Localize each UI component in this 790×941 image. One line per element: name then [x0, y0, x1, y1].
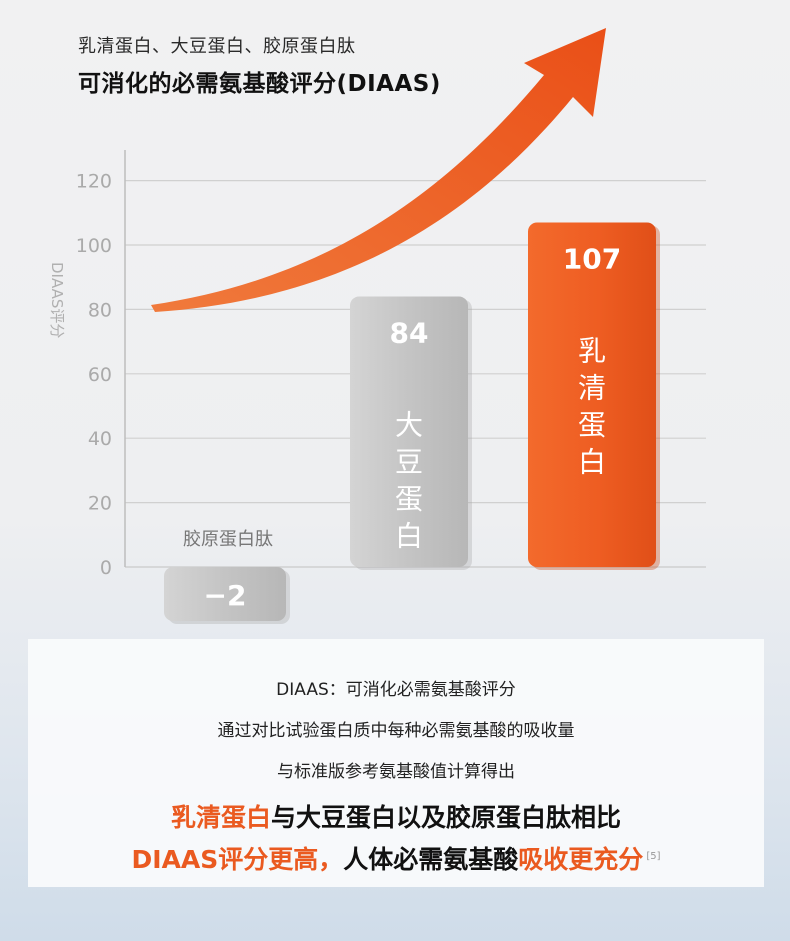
highlight-whey: 乳清蛋白 — [170, 803, 271, 832]
y-axis-label: DIAAS评分 — [48, 262, 66, 338]
explanation-panel: DIAAS：可消化必需氨基酸评分 通过对比试验蛋白质中每种必需氨基酸的吸收量 与… — [28, 639, 764, 887]
highlight-absorb: 吸收更充分 — [518, 845, 644, 874]
y-tick-label: 20 — [88, 493, 112, 515]
highlight-line-2: DIAAS评分更高，人体必需氨基酸吸收更充分 [5] — [28, 840, 764, 876]
y-tick-label: 120 — [76, 171, 112, 193]
trend-arrow-shape — [151, 28, 606, 312]
y-tick-label: 100 — [76, 235, 112, 257]
reference-mark: [5] — [646, 850, 661, 862]
category-label-char: 白 — [578, 445, 606, 478]
value-label: 107 — [563, 242, 621, 275]
highlight-line-1: 乳清蛋白与大豆蛋白以及胶原蛋白肽相比 — [28, 798, 764, 834]
chart-subtitle: 乳清蛋白、大豆蛋白、胶原蛋白肽 — [78, 36, 356, 57]
y-tick-label: 40 — [88, 428, 112, 450]
y-tick-label: 60 — [88, 364, 112, 386]
y-tick-label: 80 — [88, 299, 112, 321]
value-label: 84 — [390, 317, 429, 350]
highlight-diaas-higher: DIAAS评分更高， — [131, 845, 344, 874]
category-label-char: 清 — [578, 371, 606, 404]
category-label: 胶原蛋白肽 — [183, 529, 273, 550]
bar-乳清蛋白 — [528, 222, 656, 567]
bar-胶原蛋白肽 — [164, 567, 286, 621]
y-tick-label: 0 — [100, 557, 112, 579]
value-label: −2 — [204, 579, 247, 612]
category-label-char: 豆 — [395, 446, 423, 479]
header: 乳清蛋白、大豆蛋白、胶原蛋白肽 可消化的必需氨基酸评分(DIAAS) — [78, 32, 441, 98]
highlight-essential-aa: 人体必需氨基酸 — [343, 845, 519, 874]
chart-title: 可消化的必需氨基酸评分(DIAAS) — [78, 71, 441, 97]
category-label-char: 乳 — [578, 334, 606, 367]
category-label-char: 大 — [395, 409, 423, 442]
diaas-definition: DIAAS：可消化必需氨基酸评分 — [276, 680, 516, 700]
category-label-char: 蛋 — [578, 408, 606, 441]
method-line-2: 与标准版参考氨基酸值计算得出 — [277, 762, 515, 782]
method-line-1: 通过对比试验蛋白质中每种必需氨基酸的吸收量 — [217, 721, 575, 741]
bar-大豆蛋白 — [350, 296, 468, 567]
category-label-char: 白 — [395, 520, 423, 553]
category-label-char: 蛋 — [395, 483, 423, 516]
highlight-compare: 与大豆蛋白以及胶原蛋白肽相比 — [271, 803, 622, 832]
trend-arrow — [151, 28, 606, 312]
